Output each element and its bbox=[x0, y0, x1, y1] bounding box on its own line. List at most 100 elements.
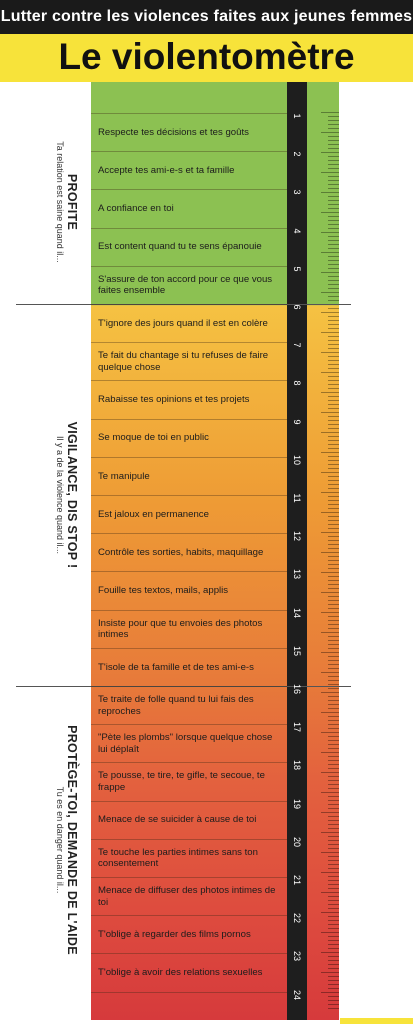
scale-number: 24 bbox=[292, 989, 302, 1000]
tick-mark bbox=[321, 712, 339, 713]
tick-mark bbox=[328, 200, 339, 201]
tick-ruler bbox=[318, 82, 339, 1020]
list-item: T'oblige à regarder des films pornos bbox=[91, 915, 287, 953]
tick-mark bbox=[321, 492, 339, 493]
tick-mark bbox=[328, 344, 339, 345]
tick-mark bbox=[321, 352, 339, 353]
tick-mark bbox=[328, 496, 339, 497]
list-item: "Pète les plombs" lorsque quelque chose … bbox=[91, 724, 287, 762]
tick-mark bbox=[328, 688, 339, 689]
tick-mark bbox=[328, 560, 339, 561]
tick-mark bbox=[328, 460, 339, 461]
tick-mark bbox=[328, 1008, 339, 1009]
tick-mark bbox=[321, 292, 339, 293]
tick-mark bbox=[328, 600, 339, 601]
tick-mark bbox=[328, 216, 339, 217]
scale-number: 17 bbox=[292, 722, 302, 733]
list-item: Fouille tes textos, mails, applis bbox=[91, 571, 287, 609]
tick-mark bbox=[328, 636, 339, 637]
tick-mark bbox=[328, 308, 339, 309]
tick-mark bbox=[328, 668, 339, 669]
list-item: Te manipule bbox=[91, 456, 287, 495]
scale-number: 18 bbox=[292, 760, 302, 771]
section-divider bbox=[16, 304, 351, 305]
scale-number: 3 bbox=[292, 189, 302, 195]
scale-number: 7 bbox=[292, 342, 302, 348]
tick-mark bbox=[321, 992, 339, 993]
tick-mark bbox=[328, 564, 339, 565]
tick-mark bbox=[328, 160, 339, 161]
list-item: Te touche les parties intimes sans ton c… bbox=[91, 838, 287, 877]
item-text: Menace de diffuser des photos intimes de… bbox=[98, 885, 276, 908]
tick-mark bbox=[328, 448, 339, 449]
list-item: Se moque de toi en public bbox=[91, 418, 287, 457]
tick-mark bbox=[328, 480, 339, 481]
tick-mark bbox=[321, 532, 339, 533]
tick-mark bbox=[328, 300, 339, 301]
tick-mark bbox=[328, 736, 339, 737]
tick-mark bbox=[328, 700, 339, 701]
tick-mark bbox=[321, 732, 339, 733]
gauge-bar bbox=[91, 82, 287, 1020]
tick-mark bbox=[328, 864, 339, 865]
tick-mark bbox=[328, 664, 339, 665]
tick-mark bbox=[328, 220, 339, 221]
tick-mark bbox=[328, 820, 339, 821]
scale-number: 20 bbox=[292, 836, 302, 847]
page-title: Le violentomètre bbox=[58, 36, 355, 77]
tick-mark bbox=[328, 640, 339, 641]
tick-mark bbox=[328, 680, 339, 681]
tick-mark bbox=[328, 648, 339, 649]
list-item: Te pousse, te tire, te gifle, te secoue,… bbox=[91, 762, 287, 800]
tick-mark bbox=[321, 692, 339, 693]
tick-mark bbox=[328, 956, 339, 957]
tick-mark bbox=[328, 280, 339, 281]
tick-mark bbox=[328, 140, 339, 141]
tick-mark bbox=[321, 112, 339, 113]
tick-mark bbox=[328, 568, 339, 569]
tick-mark bbox=[328, 356, 339, 357]
tick-mark bbox=[328, 660, 339, 661]
scale-number: 5 bbox=[292, 266, 302, 272]
tick-mark bbox=[328, 960, 339, 961]
tick-mark bbox=[328, 128, 339, 129]
tick-mark bbox=[328, 764, 339, 765]
tick-mark bbox=[328, 780, 339, 781]
tick-mark bbox=[328, 296, 339, 297]
tick-mark bbox=[328, 1000, 339, 1001]
tick-mark bbox=[328, 936, 339, 937]
tick-mark bbox=[328, 880, 339, 881]
item-text: Fouille tes textos, mails, applis bbox=[98, 585, 229, 597]
tick-mark bbox=[328, 404, 339, 405]
tick-mark bbox=[328, 416, 339, 417]
item-text: T'oblige à regarder des films pornos bbox=[98, 929, 251, 941]
tick-mark bbox=[321, 212, 339, 213]
tick-mark bbox=[328, 116, 339, 117]
tick-mark bbox=[328, 916, 339, 917]
tick-mark bbox=[328, 264, 339, 265]
tick-mark bbox=[321, 632, 339, 633]
tick-mark bbox=[328, 768, 339, 769]
tick-mark bbox=[328, 796, 339, 797]
tick-mark bbox=[328, 256, 339, 257]
tick-mark bbox=[328, 604, 339, 605]
section-subtitle: Ta relation est saine quand il... bbox=[55, 141, 65, 263]
tick-mark bbox=[328, 848, 339, 849]
tick-mark bbox=[328, 544, 339, 545]
item-text: A confiance en toi bbox=[98, 203, 174, 215]
tick-mark bbox=[328, 516, 339, 517]
scale-number: 22 bbox=[292, 913, 302, 924]
tick-mark bbox=[321, 932, 339, 933]
scale-number: 11 bbox=[292, 493, 302, 503]
tick-mark bbox=[328, 328, 339, 329]
tick-mark bbox=[328, 708, 339, 709]
tick-mark bbox=[328, 148, 339, 149]
item-text: Te fait du chantage si tu refuses de fai… bbox=[98, 350, 269, 373]
tick-mark bbox=[328, 144, 339, 145]
tick-mark bbox=[328, 476, 339, 477]
tick-mark bbox=[328, 968, 339, 969]
item-text: Est content quand tu te sens épanouie bbox=[98, 241, 262, 253]
item-text: Te touche les parties intimes sans ton c… bbox=[98, 846, 258, 870]
header-banner: Lutter contre les violences faites aux j… bbox=[0, 0, 413, 82]
tick-mark bbox=[321, 792, 339, 793]
